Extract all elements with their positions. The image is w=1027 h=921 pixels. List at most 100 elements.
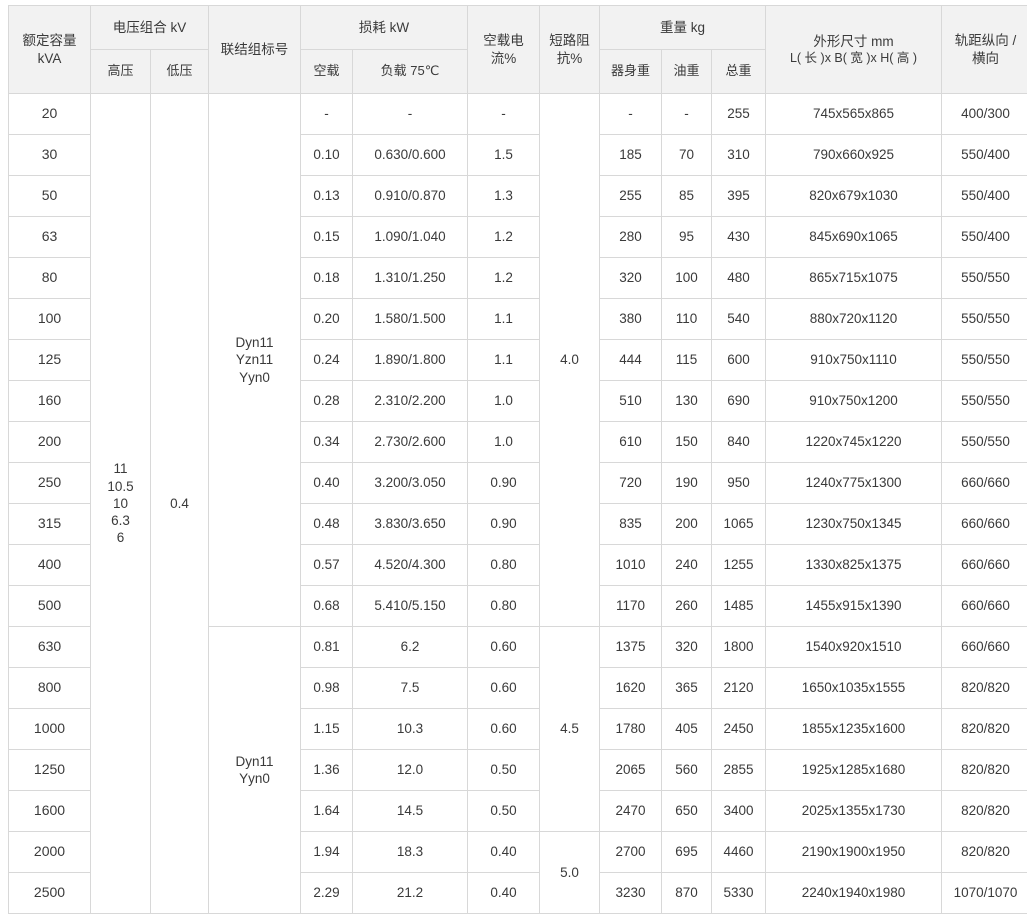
cell-rated-capacity: 800 <box>9 668 91 709</box>
cell-dimensions: 1240x775x1300 <box>766 463 942 504</box>
cell-rated-capacity: 1250 <box>9 750 91 791</box>
cell-core-weight: - <box>600 94 662 135</box>
cell-track-gauge: 660/660 <box>942 504 1027 545</box>
cell-oil-weight: 200 <box>662 504 712 545</box>
table-header: 额定容量 kVA 电压组合 kV 联结组标号 损耗 kW 空载电 流% 短路阻 … <box>9 6 1027 94</box>
cell-no-load-loss: 0.40 <box>301 463 353 504</box>
cell-total-weight: 600 <box>712 340 766 381</box>
cell-core-weight: 2065 <box>600 750 662 791</box>
cell-no-load-current: 1.1 <box>468 299 540 340</box>
cell-rated-capacity: 1600 <box>9 791 91 832</box>
header-no-load-current-line2: 流% <box>470 50 537 67</box>
cell-total-weight: 5330 <box>712 873 766 914</box>
cell-oil-weight: 405 <box>662 709 712 750</box>
cell-total-weight: 310 <box>712 135 766 176</box>
cell-core-weight: 380 <box>600 299 662 340</box>
cell-rated-capacity: 50 <box>9 176 91 217</box>
cell-no-load-loss: 0.15 <box>301 217 353 258</box>
cell-core-weight: 1170 <box>600 586 662 627</box>
cell-load-loss: 5.410/5.150 <box>353 586 468 627</box>
header-load-loss: 负载 75℃ <box>353 50 468 94</box>
cell-oil-weight: 260 <box>662 586 712 627</box>
cell-no-load-loss: 0.28 <box>301 381 353 422</box>
cell-total-weight: 3400 <box>712 791 766 832</box>
cell-dimensions: 865x715x1075 <box>766 258 942 299</box>
cell-no-load-loss: 1.94 <box>301 832 353 873</box>
cell-track-gauge: 550/550 <box>942 299 1027 340</box>
cell-track-gauge: 660/660 <box>942 627 1027 668</box>
cell-load-loss: 6.2 <box>353 627 468 668</box>
header-oil-weight: 油重 <box>662 50 712 94</box>
cell-oil-weight: 110 <box>662 299 712 340</box>
cell-total-weight: 1255 <box>712 545 766 586</box>
cell-no-load-loss: 1.15 <box>301 709 353 750</box>
cell-no-load-loss: 0.48 <box>301 504 353 545</box>
cell-no-load-loss: 0.20 <box>301 299 353 340</box>
cell-core-weight: 1780 <box>600 709 662 750</box>
cell-no-load-loss: 0.68 <box>301 586 353 627</box>
header-losses: 损耗 kW <box>301 6 468 50</box>
cell-load-loss: 1.310/1.250 <box>353 258 468 299</box>
cell-track-gauge: 660/660 <box>942 545 1027 586</box>
transformer-spec-table: 额定容量 kVA 电压组合 kV 联结组标号 损耗 kW 空载电 流% 短路阻 … <box>8 5 1027 914</box>
cell-total-weight: 2120 <box>712 668 766 709</box>
cell-total-weight: 255 <box>712 94 766 135</box>
cell-high-voltage-item: 6 <box>93 529 148 546</box>
header-low-voltage: 低压 <box>151 50 209 94</box>
cell-track-gauge: 820/820 <box>942 791 1027 832</box>
cell-no-load-current: 1.0 <box>468 422 540 463</box>
cell-connection-group-item: Yzn11 <box>211 351 298 368</box>
cell-track-gauge: 820/820 <box>942 832 1027 873</box>
cell-load-loss: - <box>353 94 468 135</box>
cell-oil-weight: 100 <box>662 258 712 299</box>
cell-load-loss: 2.310/2.200 <box>353 381 468 422</box>
cell-oil-weight: 695 <box>662 832 712 873</box>
cell-total-weight: 480 <box>712 258 766 299</box>
cell-oil-weight: 150 <box>662 422 712 463</box>
cell-no-load-loss: 0.10 <box>301 135 353 176</box>
cell-core-weight: 610 <box>600 422 662 463</box>
cell-track-gauge: 820/820 <box>942 668 1027 709</box>
cell-total-weight: 395 <box>712 176 766 217</box>
header-track-gauge-line2: 横向 <box>944 50 1027 67</box>
cell-core-weight: 1375 <box>600 627 662 668</box>
cell-core-weight: 255 <box>600 176 662 217</box>
cell-no-load-current: 0.50 <box>468 791 540 832</box>
cell-oil-weight: 95 <box>662 217 712 258</box>
cell-no-load-current: 1.1 <box>468 340 540 381</box>
cell-no-load-loss: 0.34 <box>301 422 353 463</box>
header-rated-capacity-unit: kVA <box>11 50 88 67</box>
cell-no-load-loss: 1.64 <box>301 791 353 832</box>
cell-dimensions: 1230x750x1345 <box>766 504 942 545</box>
cell-total-weight: 840 <box>712 422 766 463</box>
cell-dimensions: 1540x920x1510 <box>766 627 942 668</box>
cell-core-weight: 185 <box>600 135 662 176</box>
cell-load-loss: 18.3 <box>353 832 468 873</box>
cell-total-weight: 2855 <box>712 750 766 791</box>
cell-oil-weight: 190 <box>662 463 712 504</box>
cell-no-load-current: 0.90 <box>468 463 540 504</box>
cell-track-gauge: 550/550 <box>942 258 1027 299</box>
cell-no-load-loss: 0.98 <box>301 668 353 709</box>
cell-dimensions: 2190x1900x1950 <box>766 832 942 873</box>
cell-rated-capacity: 63 <box>9 217 91 258</box>
cell-rated-capacity: 315 <box>9 504 91 545</box>
cell-rated-capacity: 100 <box>9 299 91 340</box>
cell-rated-capacity: 1000 <box>9 709 91 750</box>
cell-oil-weight: 70 <box>662 135 712 176</box>
cell-total-weight: 1065 <box>712 504 766 545</box>
cell-no-load-loss: 0.18 <box>301 258 353 299</box>
cell-dimensions: 1650x1035x1555 <box>766 668 942 709</box>
cell-oil-weight: - <box>662 94 712 135</box>
cell-track-gauge: 550/550 <box>942 381 1027 422</box>
header-rated-capacity-label: 额定容量 <box>11 32 88 49</box>
header-high-voltage: 高压 <box>91 50 151 94</box>
cell-load-loss: 4.520/4.300 <box>353 545 468 586</box>
cell-total-weight: 430 <box>712 217 766 258</box>
cell-dimensions: 1455x915x1390 <box>766 586 942 627</box>
cell-no-load-current: 0.60 <box>468 627 540 668</box>
cell-no-load-current: 0.40 <box>468 873 540 914</box>
cell-no-load-current: 0.80 <box>468 545 540 586</box>
header-short-circuit-impedance-line2: 抗% <box>542 50 597 67</box>
